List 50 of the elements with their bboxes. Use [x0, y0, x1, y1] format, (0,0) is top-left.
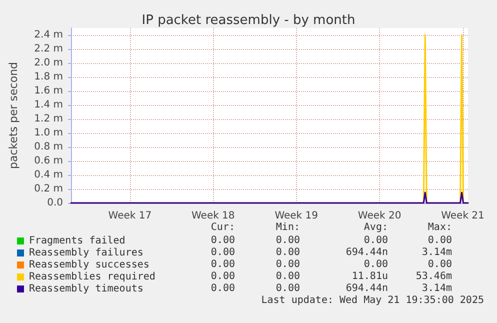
- y-axis-title: packets per second: [7, 62, 20, 170]
- text: 0.00: [276, 283, 300, 294]
- y-tick-label: 1.8 m: [34, 72, 63, 82]
- text: 0.00: [210, 235, 235, 246]
- legend-label: Fragments failed: [29, 236, 126, 246]
- text: 0.00: [210, 271, 235, 282]
- y-tick-label: 0.4 m: [34, 170, 63, 180]
- text: 0.00: [428, 235, 452, 246]
- text: 0.00: [276, 259, 300, 270]
- text: 53.46m: [416, 271, 452, 282]
- text: Last update: Wed May 21 19:35:00 2025: [261, 295, 484, 306]
- text: Cur:: [210, 222, 235, 233]
- text: 0.00: [210, 283, 235, 294]
- legend-label: Reassembly failures: [29, 248, 144, 258]
- y-tick-label: 1.6 m: [34, 86, 63, 96]
- text: 0.00: [364, 235, 388, 246]
- y-tick-label: 2.4 m: [34, 30, 63, 40]
- y-tick-label: 1.0 m: [34, 128, 63, 138]
- y-tick-label: 0.6 m: [34, 156, 63, 166]
- text: 0.00: [428, 259, 452, 270]
- x-tick-label: Week 20: [358, 210, 402, 222]
- chart-title: IP packet reassembly - by month: [142, 13, 356, 28]
- text: Max:: [428, 222, 452, 233]
- text: 0.00: [276, 271, 300, 282]
- text: Min:: [276, 222, 300, 233]
- x-tick-label: Week 18: [191, 210, 235, 222]
- legend-label: Reassembly successes: [29, 260, 150, 270]
- text: 0.00: [276, 247, 300, 258]
- text: 11.81u: [352, 271, 388, 282]
- x-tick-label: Week 17: [108, 210, 152, 222]
- text: Avg:: [364, 222, 388, 233]
- x-tick-label: Week 21: [441, 210, 484, 222]
- text: 0.00: [276, 235, 300, 246]
- y-tick-label: 1.2 m: [34, 114, 63, 124]
- legend-label: Reassembly timeouts: [29, 284, 144, 294]
- text: 0.00: [364, 259, 388, 270]
- text: 694.44n: [346, 247, 388, 258]
- text: 3.14m: [422, 247, 452, 258]
- y-tick-label: 0.0: [47, 198, 63, 208]
- y-tick-label: 2.0 m: [34, 58, 63, 68]
- y-tick-label: 1.4 m: [34, 100, 63, 110]
- y-tick-label: 2.2 m: [34, 44, 63, 54]
- text: 694.44n: [346, 283, 388, 294]
- x-tick-label: Week 19: [274, 210, 318, 222]
- text: 0.00: [210, 259, 235, 270]
- y-tick-label: 0.2 m: [34, 184, 63, 194]
- text: 3.14m: [422, 283, 452, 294]
- legend-label: Reassemblies required: [29, 272, 156, 282]
- y-tick-label: 0.8 m: [34, 142, 63, 152]
- text: 0.00: [210, 247, 235, 258]
